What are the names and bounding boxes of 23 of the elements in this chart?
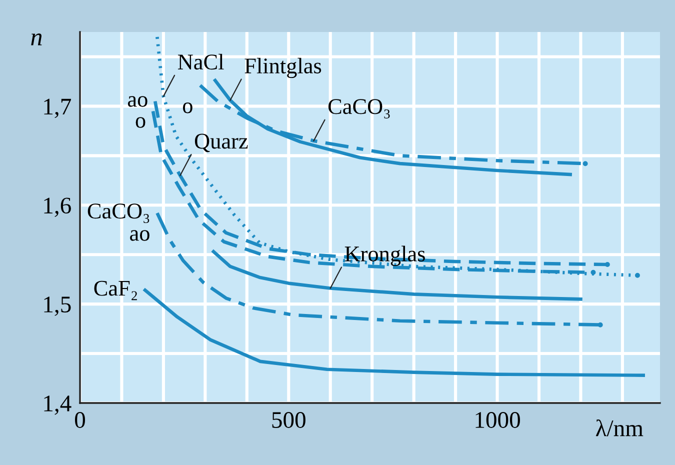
point bbox=[634, 272, 640, 278]
y-tick-label: 1,4 bbox=[44, 396, 72, 415]
y-tick-label: 1,7 bbox=[44, 98, 71, 118]
annotation: Quarz bbox=[194, 134, 248, 152]
annotation: o bbox=[182, 102, 192, 114]
x-axis-title: λ/nm bbox=[596, 419, 644, 436]
annotation: o bbox=[136, 117, 146, 128]
y-axis-title: n bbox=[31, 33, 42, 46]
y-tick-label: 1,6 bbox=[44, 198, 71, 217]
annotation: ao bbox=[128, 96, 148, 107]
point bbox=[582, 161, 588, 166]
annotation: Flintglas bbox=[244, 58, 322, 78]
line-series bbox=[143, 288, 645, 377]
y-tick-label: 1,5 bbox=[44, 296, 71, 316]
x-tick-label: 0 bbox=[74, 412, 86, 428]
x-tick-label: 500 bbox=[272, 412, 306, 428]
annotation: NaCl bbox=[178, 54, 224, 70]
x-tick-label: 1000 bbox=[476, 412, 520, 428]
annotation: ao bbox=[130, 230, 150, 241]
point bbox=[590, 270, 596, 275]
annotation: CaF₂ bbox=[94, 280, 137, 300]
annotation: CaCO₃ bbox=[88, 204, 150, 223]
annotation: CaCO₃ bbox=[328, 99, 390, 118]
